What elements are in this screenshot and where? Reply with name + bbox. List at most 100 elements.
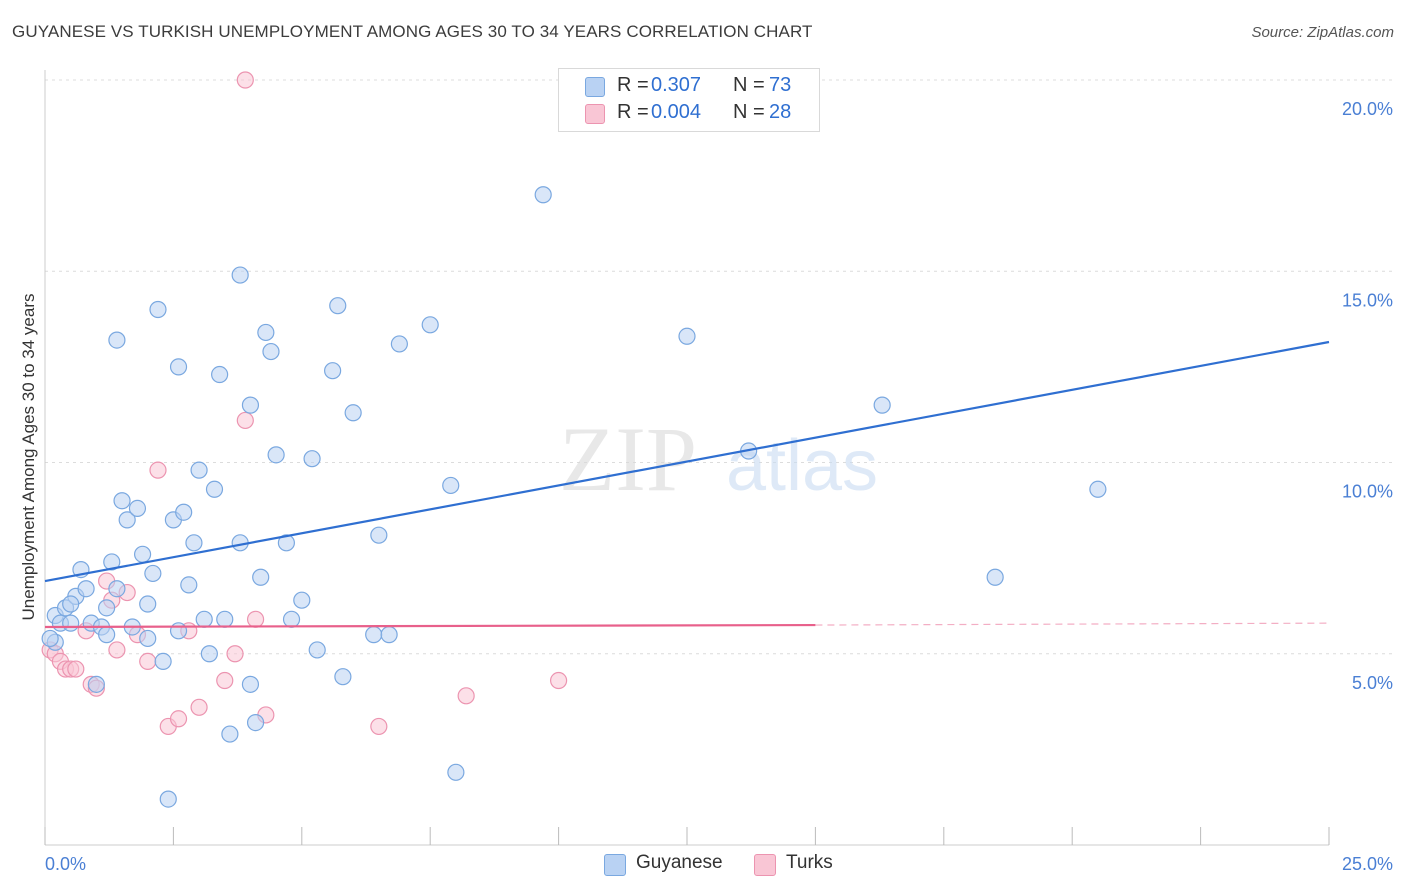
guyanese-point	[246, 713, 265, 732]
guyanese-point	[1089, 480, 1107, 498]
guyanese-point	[262, 342, 280, 361]
guyanese-point	[257, 323, 275, 342]
label-layer: 5.0% 10.0% 15.0% 20.0% 0.0% 25.0%	[45, 99, 1393, 874]
guyanese-point	[169, 622, 188, 640]
guyanese-point	[180, 576, 198, 594]
guyanese-point	[370, 526, 388, 544]
guyanese-point	[118, 511, 136, 529]
guyanese-point	[678, 327, 696, 345]
guyanese-point	[169, 358, 188, 376]
y-axis-label: Unemployment Among Ages 30 to 34 years	[19, 294, 38, 621]
y-tick-label: 20.0%	[1342, 99, 1393, 119]
legend-n-label: N =	[733, 101, 765, 123]
chart-source: Source: ZipAtlas.com	[1251, 24, 1394, 41]
stats-legend: R = 0.307 N = 73 R = 0.004 N = 28	[558, 68, 820, 132]
turks-point	[108, 641, 126, 659]
turks-point	[236, 71, 254, 89]
guyanese-point	[282, 610, 301, 628]
guyanese-point	[195, 610, 213, 628]
chart-title: GUYANESE VS TURKISH UNEMPLOYMENT AMONG A…	[12, 22, 813, 41]
guyanese-point	[144, 564, 162, 583]
guyanese-point	[277, 534, 295, 552]
guyanese-point	[200, 645, 218, 663]
guyanese-point	[205, 480, 224, 498]
guyanese-point	[98, 599, 116, 617]
legend-r-label: R =	[617, 74, 649, 96]
guyanese-legend-swatch	[604, 854, 626, 876]
turks-legend-swatch	[754, 854, 776, 876]
turks-point	[226, 645, 244, 663]
guyanese-point	[421, 316, 439, 334]
guyanese-point	[149, 300, 167, 319]
guyanese-point	[252, 568, 270, 586]
legend-n-value: 73	[769, 74, 792, 96]
guyanese-point	[185, 534, 203, 552]
guyanese-point	[216, 610, 234, 628]
turks-point	[549, 671, 568, 690]
turks-point	[246, 610, 265, 628]
guyanese-point	[390, 335, 408, 353]
guyanese-point	[329, 297, 347, 315]
guyanese-point	[308, 641, 326, 659]
guyanese-point	[128, 499, 147, 517]
turks-point	[190, 698, 208, 716]
turks-trend-line	[44, 623, 816, 629]
legend-n-label: N =	[733, 74, 765, 96]
turks-point	[457, 687, 475, 705]
guyanese-point	[380, 626, 398, 644]
guyanese-point	[108, 580, 126, 598]
y-tick-label: 15.0%	[1342, 290, 1393, 310]
guyanese-point	[221, 725, 239, 743]
guyanese-point	[103, 553, 121, 571]
guyanese-point	[303, 450, 321, 468]
guyanese-point	[231, 266, 249, 284]
guyanese-trend-line	[44, 340, 1330, 583]
turks-swatch	[585, 104, 605, 124]
x-tick-label: 0.0%	[45, 854, 86, 874]
guyanese-point	[62, 614, 80, 632]
guyanese-point	[334, 668, 352, 686]
guyanese-point	[175, 503, 193, 521]
guyanese-point	[98, 626, 116, 644]
guyanese-point	[159, 790, 177, 808]
guyanese-point	[211, 365, 229, 384]
legend-r-label: R =	[617, 101, 649, 123]
guyanese-point	[534, 186, 552, 204]
guyanese-point	[986, 568, 1004, 586]
guyanese-point	[293, 591, 311, 609]
turks-point	[370, 717, 388, 736]
legend-r-value: 0.004	[651, 101, 702, 123]
guyanese-point	[324, 362, 342, 380]
guyanese-point	[873, 396, 891, 414]
guyanese-point	[241, 675, 260, 693]
guyanese-point	[154, 652, 172, 671]
watermark: ZIP atlas	[559, 408, 878, 510]
guyanese-point	[133, 545, 152, 563]
turks-point	[67, 660, 85, 678]
axis-layer	[44, 70, 1330, 846]
legend-n-value: 28	[769, 101, 792, 123]
guyanese-point	[447, 763, 465, 781]
y-tick-label: 10.0%	[1342, 482, 1393, 502]
legend-r-value: 0.307	[651, 74, 702, 96]
watermark-atlas: atlas	[726, 426, 878, 506]
guyanese-point	[139, 629, 157, 648]
turks-legend-label: Turks	[786, 852, 833, 873]
guyanese-point	[108, 331, 126, 349]
turks-trend-extension	[815, 622, 1330, 626]
guyanese-point	[139, 595, 157, 613]
guyanese-point	[267, 446, 285, 464]
guyanese-legend-label: Guyanese	[636, 852, 723, 873]
guyanese-swatch	[585, 77, 605, 97]
guyanese-point	[241, 396, 260, 414]
x-tick-label: 25.0%	[1342, 854, 1393, 874]
guyanese-point	[41, 629, 59, 648]
turks-point	[149, 461, 167, 479]
guyanese-point	[365, 626, 383, 644]
watermark-zip: ZIP	[559, 408, 697, 510]
turks-points	[41, 71, 568, 736]
grid-layer	[45, 79, 1392, 655]
turks-point	[236, 411, 254, 430]
guyanese-point	[62, 595, 80, 613]
